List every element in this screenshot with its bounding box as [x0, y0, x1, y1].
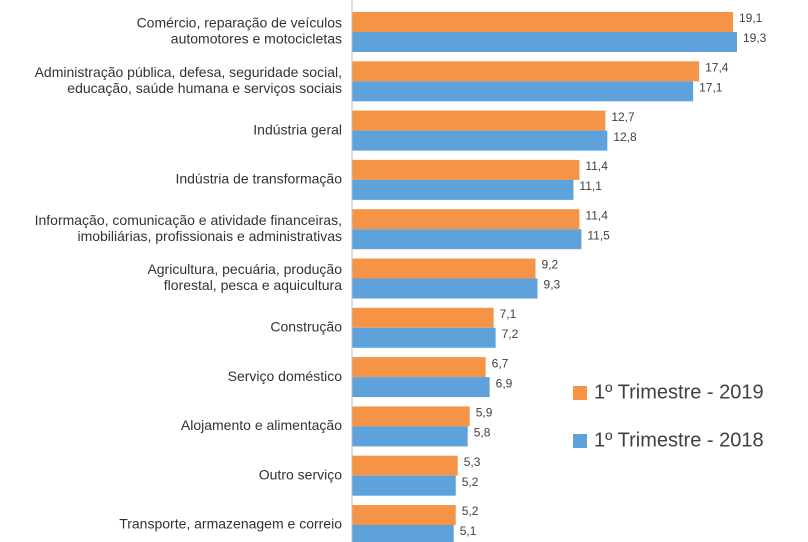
bar: [352, 229, 582, 250]
category-label: Transporte, armazenagem e correio: [119, 516, 342, 532]
category-label: Informação, comunicação e atividade fina…: [35, 212, 342, 228]
value-label: 17,1: [699, 80, 723, 94]
bar: [352, 61, 700, 82]
value-label: 5,9: [476, 406, 493, 420]
category-label: Indústria de transformação: [175, 171, 342, 187]
value-label: 6,7: [492, 356, 509, 370]
value-label: 5,8: [474, 426, 491, 440]
category-label: Serviço doméstico: [228, 368, 343, 384]
bar: [352, 307, 494, 328]
category-label: imobiliárias, profissionais e administra…: [77, 228, 342, 244]
category-label: Construção: [270, 319, 342, 335]
bar: [352, 159, 580, 180]
category-label: florestal, pesca e aquicultura: [164, 277, 342, 293]
category-label: Outro serviço: [259, 466, 342, 482]
bar: [352, 426, 468, 447]
value-label: 17,4: [705, 60, 729, 74]
legend-swatch: [573, 434, 587, 448]
value-label: 9,2: [542, 258, 559, 272]
category-label: Comércio, reparação de veículos: [137, 15, 342, 31]
value-label: 7,1: [500, 307, 517, 321]
bar: [352, 110, 606, 131]
bar: [352, 179, 574, 200]
bar: [352, 377, 490, 398]
value-label: 11,5: [587, 228, 610, 242]
bar: [352, 455, 458, 476]
value-label: 19,1: [739, 11, 763, 25]
bar: [352, 525, 454, 542]
bar: [352, 327, 496, 348]
bar: [352, 406, 470, 427]
value-label: 11,4: [585, 159, 608, 173]
category-label: Administração pública, defesa, seguridad…: [35, 64, 342, 80]
bar: [352, 278, 538, 299]
bar: [352, 505, 456, 525]
category-label: Alojamento e alimentação: [181, 417, 342, 433]
value-label: 7,2: [502, 327, 519, 341]
bar: [352, 130, 608, 151]
legend-swatch: [573, 386, 587, 400]
value-label: 11,1: [579, 179, 602, 193]
value-label: 19,3: [743, 31, 767, 45]
bar: [352, 209, 580, 230]
value-label: 6,9: [496, 376, 513, 390]
value-label: 5,3: [464, 455, 481, 469]
value-label: 5,1: [460, 524, 477, 538]
value-label: 12,8: [613, 130, 637, 144]
value-label: 5,2: [462, 504, 479, 518]
bar: [352, 475, 456, 496]
value-label: 12,7: [611, 110, 635, 124]
category-label: Indústria geral: [253, 121, 342, 137]
bar: [352, 12, 734, 32]
value-label: 9,3: [544, 278, 561, 292]
legend-label: 1º Trimestre - 2018: [594, 429, 764, 451]
category-label: Agricultura, pecuária, produção: [147, 261, 342, 277]
bar: [352, 357, 486, 378]
category-label: automotores e motocicletas: [171, 31, 342, 47]
value-label: 11,4: [585, 208, 608, 222]
bar: [352, 81, 694, 102]
bar: [352, 32, 737, 52]
bar: [352, 258, 536, 279]
value-label: 5,2: [462, 475, 479, 489]
legend-label: 1º Trimestre - 2019: [594, 381, 764, 403]
category-label: educação, saúde humana e serviços sociai…: [67, 80, 342, 96]
